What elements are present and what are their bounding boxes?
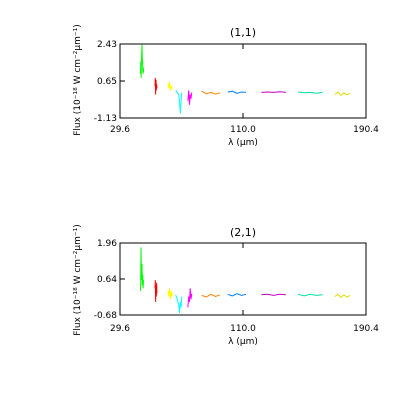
panel-1-xtick-label-right: 190.4 (353, 125, 379, 135)
panel-2-series-5 (187, 288, 193, 308)
panel-2-xtick-label-left: 29.6 (110, 324, 130, 334)
panel-2-series-4 (175, 294, 183, 313)
panel-1-xtick-label-mid: 110.0 (230, 125, 256, 135)
panel-2-series-3 (167, 288, 174, 300)
panel-2-title: (2,1) (230, 226, 256, 239)
panel-1-series-8 (261, 91, 286, 93)
panel-1-ticks (120, 43, 244, 119)
panel-1-xtick-label-left: 29.6 (110, 125, 130, 135)
panel-1-ytick-label-top: 2.43 (97, 40, 117, 50)
panel-2-ytick-label-top: 1.96 (97, 239, 117, 249)
panel-2-series-layer (140, 247, 351, 313)
panel-2-series-9 (297, 293, 323, 297)
panel-2-ylabel: Flux (10⁻¹⁸ W cm⁻²μm⁻¹) (73, 224, 83, 336)
panel-1-series-1 (140, 44, 145, 78)
panel-2-series-6 (201, 293, 221, 298)
panel-1-series-3 (167, 81, 173, 91)
panel-1-series-10 (334, 91, 351, 96)
panel-1-series-7 (227, 90, 247, 94)
panel-1-ylabel: Flux (10⁻¹⁸ W cm⁻²μm⁻¹) (73, 24, 83, 136)
panel-1-series-9 (298, 91, 323, 94)
panel-1-xlabel: λ (μm) (228, 138, 258, 148)
panel-1-series-4 (175, 90, 183, 114)
panel-1-series-6 (201, 90, 221, 95)
panel-2-xtick-label-right: 190.4 (353, 324, 379, 334)
panel-1-series-layer (140, 44, 351, 114)
panel-2-ytick-label-bottom: -0.68 (94, 311, 118, 321)
panel-2-xlabel: λ (μm) (228, 337, 258, 347)
panel-1-series-2 (154, 77, 158, 95)
panel-2-series-1 (140, 247, 145, 292)
panel-1-frame (119, 43, 367, 119)
panel-1-ytick-label-bottom: -1.13 (94, 114, 117, 124)
panel-1-series-5 (187, 90, 193, 105)
panel-1-title: (1,1) (230, 26, 256, 39)
panel-1: (1,1) 2.43 0.65 -1.13 29.6 110.0 190.4 λ… (73, 24, 379, 148)
panel-2-ytick-label-mid: 0.64 (97, 275, 117, 285)
panel-2-series-10 (334, 293, 351, 299)
panel-2-xtick-label-mid: 110.0 (230, 324, 256, 334)
panel-2: (2,1) 1.96 0.64 -0.68 29.6 110.0 190.4 λ… (73, 224, 379, 347)
panel-1-ytick-label-mid: 0.65 (97, 77, 117, 87)
panel-2-series-2 (154, 280, 158, 302)
panel-2-frame (119, 242, 367, 316)
panel-2-series-8 (261, 293, 286, 296)
panel-2-ticks (120, 242, 244, 316)
panel-2-series-7 (227, 293, 247, 297)
